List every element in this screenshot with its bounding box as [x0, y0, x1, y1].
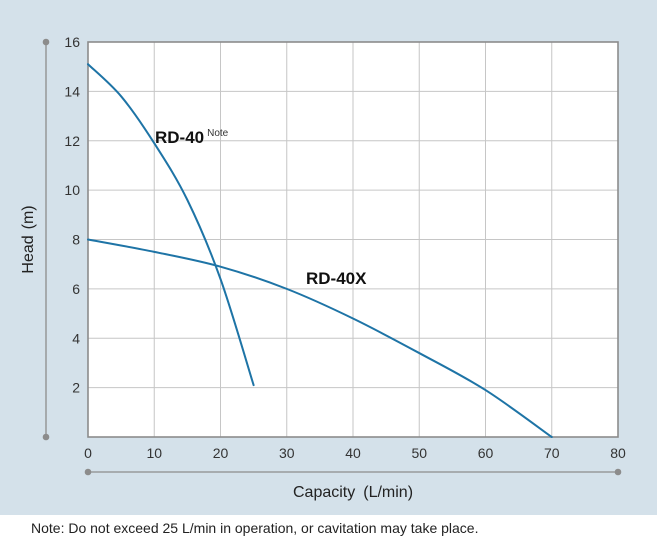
x-tick-label-20: 20 — [213, 445, 229, 461]
y-axis-rail-dot-bottom — [42, 433, 50, 441]
x-tick-label-50: 50 — [411, 445, 427, 461]
x-tick-label-0: 0 — [84, 445, 92, 461]
pump-performance-chart: 0 10 20 30 40 50 60 70 80 2 4 6 8 10 12 14 16 Capacity (L/… — [0, 0, 657, 515]
series-curves — [87, 63, 553, 438]
y-tick-label-6: 6 — [72, 281, 80, 297]
y-tick-label-4: 4 — [72, 330, 80, 346]
x-axis-label: Capacity (L/min) — [293, 484, 413, 501]
y-tick-label-14: 14 — [64, 83, 80, 99]
footnote: Note: Do not exceed 25 L/min in operatio… — [31, 520, 479, 536]
series-line-rd-40 — [87, 63, 255, 387]
y-tick-label-10: 10 — [64, 182, 80, 198]
y-tick-label-8: 8 — [72, 232, 80, 248]
x-axis-label-name: Capacity — [293, 484, 355, 501]
x-tick-label-10: 10 — [146, 445, 162, 461]
x-axis-label-unit: (L/min) — [363, 484, 413, 501]
grid-lines — [88, 42, 618, 437]
series-label-rd-40: RD-40 Note — [155, 128, 229, 147]
x-tick-label-40: 40 — [345, 445, 361, 461]
x-tick-label-80: 80 — [610, 445, 626, 461]
x-axis-rail-dot-left — [84, 468, 92, 476]
y-tick-label-2: 2 — [72, 380, 80, 396]
series-label-note-marker: Note — [207, 128, 229, 139]
x-tick-label-60: 60 — [478, 445, 494, 461]
series-label-name: RD-40 — [155, 128, 204, 147]
series-line-rd-40x — [87, 238, 553, 438]
y-tick-label-16: 16 — [64, 34, 80, 50]
x-tick-label-70: 70 — [544, 445, 560, 461]
y-axis-rail-dot-top — [42, 38, 50, 46]
x-tick-label-30: 30 — [279, 445, 295, 461]
chart-panel: 0 10 20 30 40 50 60 70 80 2 4 6 8 10 12 14 16 Capacity (L/… — [0, 0, 657, 536]
y-axis-label-unit: (m) — [20, 205, 37, 229]
series-label-name: RD-40X — [306, 269, 367, 288]
y-axis-label-name: Head — [20, 235, 37, 273]
y-axis-label: Head (m) — [20, 205, 37, 273]
chart-labels: 0 10 20 30 40 50 60 70 80 2 4 6 8 10 12 14 16 Capacity (L/… — [20, 34, 626, 501]
x-axis-rail-dot-right — [614, 468, 622, 476]
y-tick-label-12: 12 — [64, 133, 80, 149]
series-label-rd-40x: RD-40X — [306, 269, 367, 288]
